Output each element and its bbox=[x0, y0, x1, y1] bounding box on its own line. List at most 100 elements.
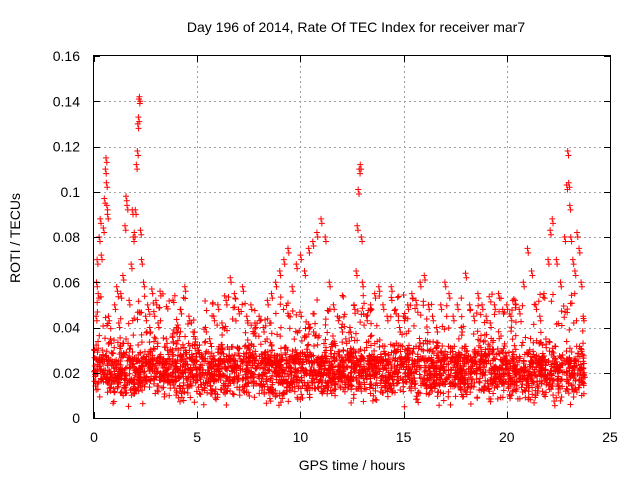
data-point bbox=[235, 376, 242, 383]
data-point bbox=[180, 350, 187, 357]
data-point bbox=[354, 357, 361, 364]
data-point bbox=[226, 374, 233, 381]
data-point bbox=[180, 382, 187, 389]
data-point bbox=[329, 364, 336, 371]
data-point bbox=[322, 321, 329, 328]
data-point bbox=[394, 358, 401, 365]
data-point bbox=[209, 355, 216, 362]
data-point bbox=[422, 337, 429, 344]
data-point bbox=[209, 299, 216, 306]
data-point bbox=[473, 361, 480, 368]
data-point bbox=[542, 362, 549, 369]
data-point bbox=[284, 370, 291, 377]
data-point bbox=[239, 283, 246, 290]
data-point bbox=[512, 301, 519, 308]
data-point bbox=[377, 375, 384, 382]
data-point bbox=[199, 356, 206, 363]
data-point bbox=[402, 346, 409, 353]
data-point bbox=[153, 358, 160, 365]
data-point bbox=[463, 274, 470, 281]
data-point bbox=[404, 315, 411, 322]
data-point bbox=[490, 390, 497, 397]
data-point bbox=[241, 383, 248, 390]
data-point bbox=[207, 340, 214, 347]
y-tick-label: 0.04 bbox=[53, 320, 80, 336]
data-point bbox=[532, 372, 539, 379]
data-point bbox=[251, 394, 258, 401]
data-point bbox=[562, 309, 569, 316]
data-point bbox=[368, 320, 375, 327]
data-point bbox=[100, 322, 107, 329]
data-point bbox=[223, 365, 230, 372]
data-point bbox=[475, 342, 482, 349]
data-point bbox=[95, 295, 102, 302]
data-point bbox=[563, 348, 570, 355]
data-point bbox=[211, 317, 218, 324]
data-point bbox=[223, 297, 230, 304]
data-point bbox=[357, 161, 364, 168]
data-point bbox=[146, 311, 153, 318]
data-point bbox=[382, 362, 389, 369]
data-point bbox=[308, 377, 315, 384]
data-point bbox=[532, 394, 539, 401]
data-point bbox=[481, 337, 488, 344]
data-point bbox=[110, 362, 117, 369]
data-point bbox=[394, 294, 401, 301]
data-point bbox=[248, 378, 255, 385]
data-point bbox=[232, 358, 239, 365]
data-point bbox=[576, 245, 583, 252]
data-point bbox=[161, 361, 168, 368]
data-point bbox=[168, 376, 175, 383]
data-point bbox=[252, 348, 259, 355]
data-point bbox=[329, 332, 336, 339]
data-point bbox=[360, 357, 367, 364]
data-point bbox=[178, 357, 185, 364]
data-point bbox=[225, 293, 232, 300]
data-point bbox=[135, 351, 142, 358]
data-point bbox=[126, 297, 133, 304]
data-point bbox=[240, 350, 247, 357]
data-point bbox=[135, 114, 142, 121]
data-point bbox=[177, 306, 184, 313]
data-point bbox=[160, 356, 167, 363]
data-point bbox=[118, 388, 125, 395]
data-point bbox=[107, 325, 114, 332]
data-point bbox=[206, 378, 213, 385]
data-point bbox=[218, 350, 225, 357]
data-point bbox=[579, 328, 586, 335]
data-point bbox=[154, 382, 161, 389]
data-point bbox=[217, 371, 224, 378]
data-point bbox=[290, 358, 297, 365]
data-point bbox=[104, 184, 111, 191]
data-point bbox=[220, 382, 227, 389]
data-point bbox=[576, 353, 583, 360]
data-point bbox=[346, 324, 353, 331]
data-point bbox=[456, 378, 463, 385]
data-point bbox=[224, 327, 231, 334]
data-point bbox=[576, 249, 583, 256]
data-point bbox=[103, 170, 110, 177]
data-point bbox=[285, 249, 292, 256]
data-point bbox=[361, 379, 368, 386]
data-point bbox=[131, 238, 138, 245]
data-point bbox=[373, 379, 380, 386]
data-point bbox=[293, 373, 300, 380]
x-tick-label: 0 bbox=[90, 429, 98, 445]
data-point bbox=[375, 283, 382, 290]
data-point bbox=[102, 314, 109, 321]
data-point bbox=[206, 360, 213, 367]
data-point bbox=[261, 329, 268, 336]
data-point bbox=[283, 357, 290, 364]
data-point bbox=[113, 357, 120, 364]
data-point bbox=[423, 316, 430, 323]
data-point bbox=[318, 215, 325, 222]
data-point bbox=[417, 283, 424, 290]
data-point bbox=[365, 366, 372, 373]
data-point bbox=[236, 310, 243, 317]
data-point bbox=[548, 386, 555, 393]
data-point bbox=[115, 293, 122, 300]
data-point bbox=[496, 308, 503, 315]
data-point bbox=[157, 292, 164, 299]
data-point bbox=[288, 372, 295, 379]
